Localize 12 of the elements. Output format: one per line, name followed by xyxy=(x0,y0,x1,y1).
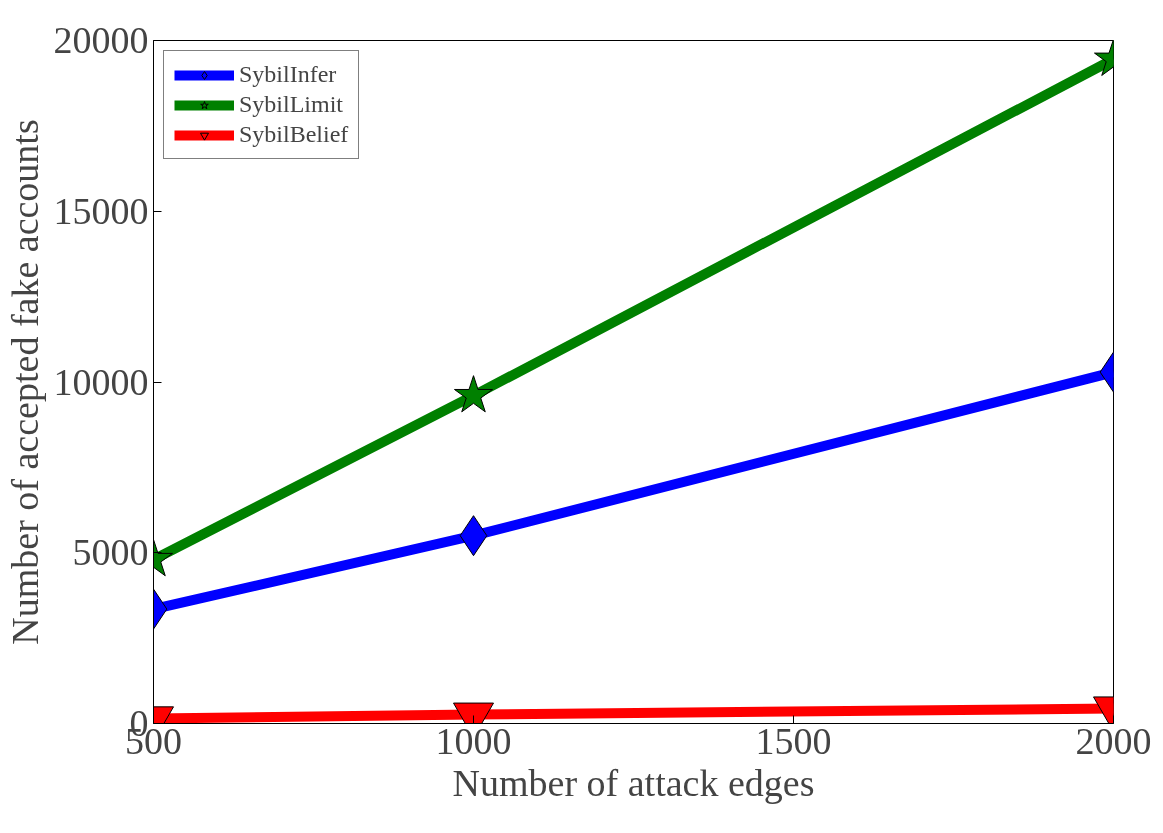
legend-label: SybilInfer xyxy=(239,61,337,88)
legend-label: SybilBelief xyxy=(239,121,349,148)
x-tick-label: 1000 xyxy=(435,719,512,762)
x-tick-label: 2000 xyxy=(1075,719,1152,762)
y-tick-label: 20000 xyxy=(53,19,149,61)
x-axis-title: Number of attack edges xyxy=(452,761,815,804)
y-axis-title: Number of accepted fake accounts xyxy=(3,119,46,645)
legend-label: SybilLimit xyxy=(239,91,344,118)
y-tick-label: 10000 xyxy=(53,360,149,403)
y-tick-label: 5000 xyxy=(72,531,149,574)
y-tick-label: 15000 xyxy=(53,189,149,232)
x-tick-label: 1500 xyxy=(755,719,832,762)
